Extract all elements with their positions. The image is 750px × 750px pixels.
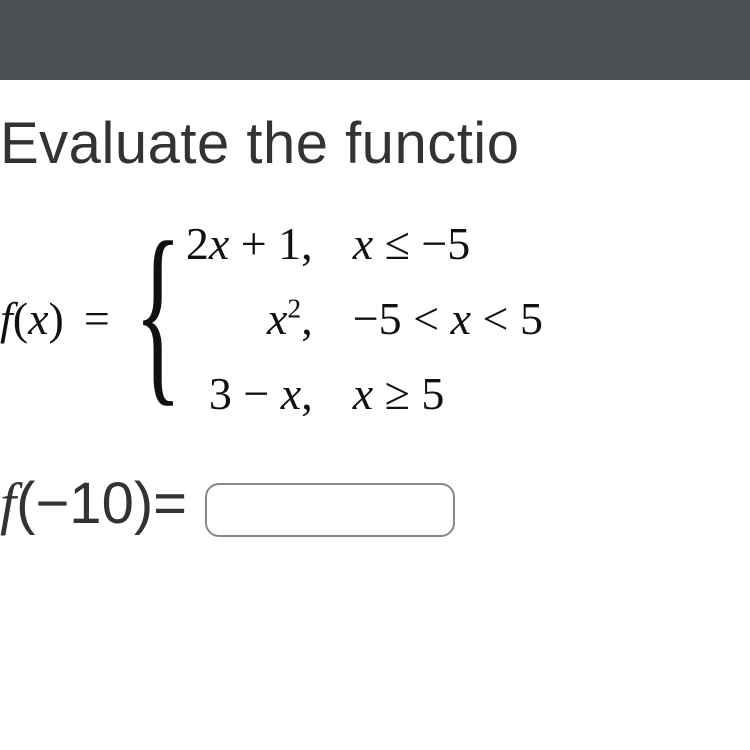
case-2-expression: x2,: [186, 292, 313, 345]
answer-arg: (−10): [16, 470, 153, 537]
case-3-cond-rest: ≥ 5: [373, 368, 444, 419]
case-3-cond-var: x: [353, 368, 373, 419]
case-3-rest: ,: [301, 368, 313, 419]
case-1-rest: + 1,: [229, 218, 312, 269]
case-3-condition: x ≥ 5: [353, 367, 543, 420]
problem-content: Evaluate the functio f(x) = { 2x + 1, x …: [0, 80, 750, 537]
case-3-var: x: [281, 368, 301, 419]
answer-row: f(−10) =: [0, 470, 750, 537]
case-1-expression: 2x + 1,: [186, 217, 313, 270]
case-1-coef: 2: [186, 218, 209, 269]
case-2-cond-var: x: [451, 293, 471, 344]
function-lhs: f(x): [0, 292, 64, 345]
case-2-exponent: 2: [287, 293, 301, 324]
case-3-expression: 3 − x,: [186, 367, 313, 420]
answer-f-label: f: [0, 470, 16, 537]
case-3-prefix: 3 −: [209, 368, 281, 419]
case-1-cond-var: x: [353, 218, 373, 269]
function-var: x: [28, 293, 48, 344]
equals-sign: =: [84, 292, 110, 345]
header-bar: [0, 0, 750, 80]
case-2-rest: ,: [301, 293, 313, 344]
brace-icon: {: [134, 223, 182, 403]
case-2-cond-prefix: −5 <: [353, 293, 451, 344]
function-name: f: [0, 293, 13, 344]
answer-input[interactable]: [205, 483, 455, 537]
case-1-var: x: [209, 218, 229, 269]
case-1-condition: x ≤ −5: [353, 217, 543, 270]
answer-equals: =: [153, 470, 187, 537]
case-2-var: x: [267, 293, 287, 344]
cases-grid: 2x + 1, x ≤ −5 x2, −5 < x < 5 3 − x, x ≥…: [186, 217, 543, 420]
case-2-cond-rest: < 5: [471, 293, 543, 344]
case-1-cond-rest: ≤ −5: [373, 218, 470, 269]
prompt-text: Evaluate the functio: [0, 110, 750, 177]
case-2-condition: −5 < x < 5: [353, 292, 543, 345]
piecewise-function: f(x) = { 2x + 1, x ≤ −5 x2, −5 < x < 5 3…: [0, 217, 750, 420]
